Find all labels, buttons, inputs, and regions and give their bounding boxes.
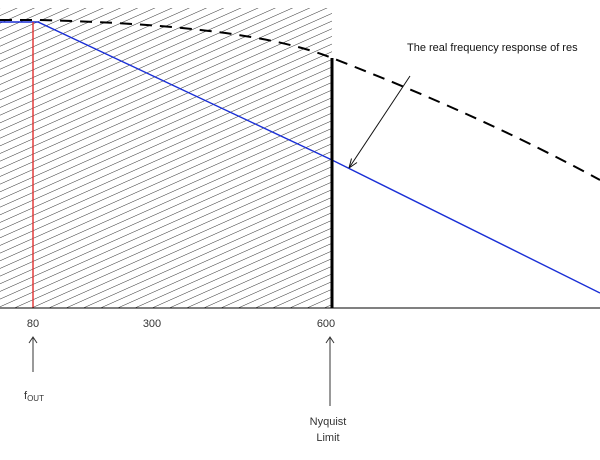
fout-label-main: f [24, 390, 28, 402]
fout-arrowhead-icon [28, 336, 38, 344]
nyquist-label-line2: Limit [316, 432, 339, 444]
tick-label-80: 80 [27, 318, 39, 330]
annotation-arrowhead-icon [348, 158, 358, 169]
annotation-arrow-line [348, 75, 411, 169]
nyquist-label-line1: Nyquist [310, 416, 347, 428]
nyquist-arrowhead-icon [325, 336, 335, 344]
fout-label: fOUT [24, 390, 44, 403]
tick-label-300: 300 [143, 318, 161, 330]
hatched-passband-region [0, 8, 332, 308]
real-response-dashed-curve [0, 19, 600, 181]
annotation-text: The real frequency response of res [407, 42, 578, 54]
fout-label-sub: OUT [27, 394, 44, 403]
tick-label-600: 600 [317, 318, 335, 330]
response-line-blue [0, 21, 600, 294]
